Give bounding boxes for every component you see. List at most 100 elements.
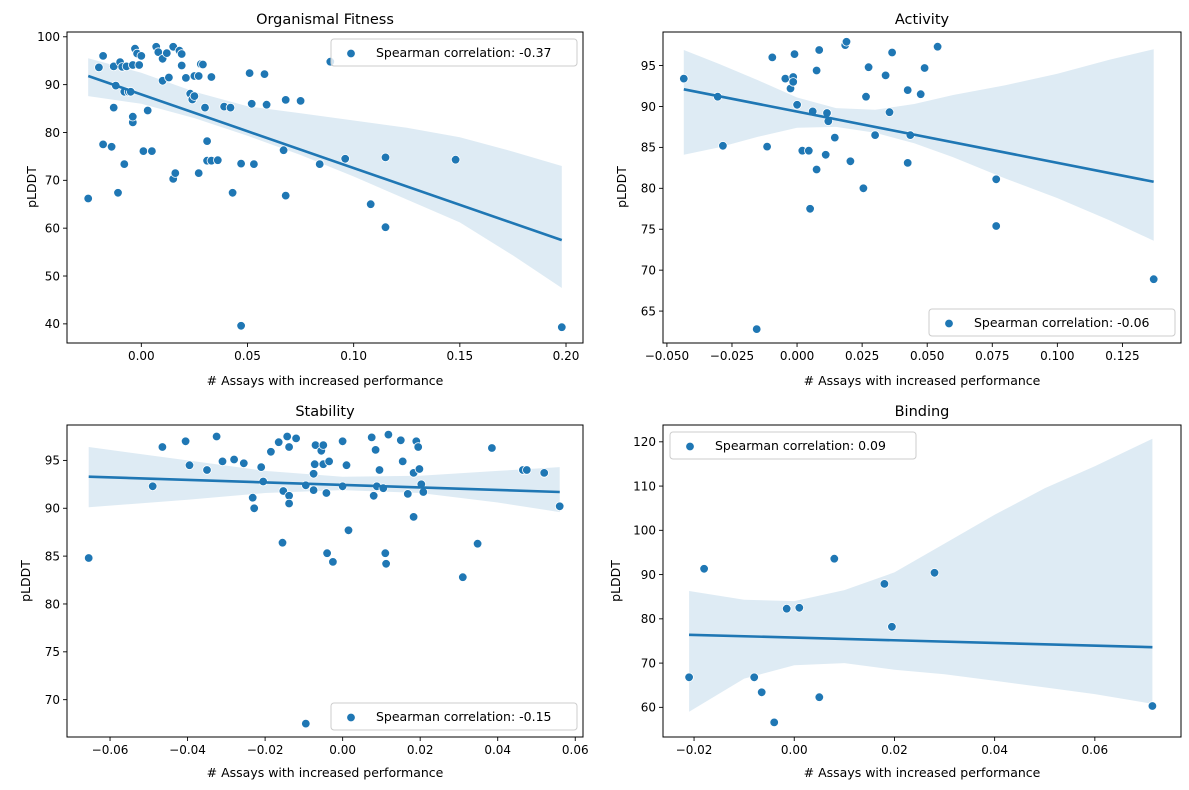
- x-axis-label: # Assays with increased performance: [207, 373, 444, 388]
- data-point: [310, 459, 320, 469]
- y-tick-label: 70: [641, 656, 656, 670]
- data-point: [277, 538, 288, 548]
- y-tick-label: 70: [45, 693, 60, 707]
- confidence-band: [689, 438, 1153, 712]
- data-point: [321, 488, 332, 498]
- y-tick-label: 60: [45, 221, 60, 235]
- legend-label: Spearman correlation: -0.37: [376, 45, 551, 60]
- data-point: [176, 49, 187, 59]
- legend-marker: [944, 318, 954, 329]
- y-axis-label: pLDDT: [608, 560, 623, 602]
- data-point: [788, 77, 798, 87]
- data-point: [916, 89, 926, 99]
- legend: Spearman correlation: -0.15: [330, 702, 578, 731]
- data-point: [239, 458, 249, 469]
- data-point: [261, 99, 272, 110]
- data-point: [522, 465, 532, 475]
- data-point: [164, 72, 174, 83]
- data-point: [794, 603, 805, 613]
- data-point: [340, 154, 350, 164]
- data-point: [189, 91, 200, 101]
- y-tick-label: 90: [641, 100, 656, 114]
- x-tick-label: 0.00: [128, 349, 155, 363]
- data-point: [811, 164, 822, 175]
- data-point: [83, 553, 94, 563]
- data-point: [301, 718, 311, 729]
- y-tick-label: 90: [45, 78, 60, 92]
- legend-box: [669, 431, 917, 460]
- legend-label: Spearman correlation: -0.06: [974, 315, 1150, 330]
- data-point: [259, 69, 270, 79]
- data-point: [903, 158, 913, 168]
- x-tick-label: 0.050: [910, 349, 944, 363]
- data-point: [861, 91, 871, 102]
- plot-area: [684, 438, 1158, 728]
- x-tick-label: 0.000: [780, 349, 814, 363]
- data-point: [932, 42, 943, 52]
- data-point: [134, 60, 144, 70]
- y-tick-label: 80: [45, 126, 60, 140]
- data-point: [217, 456, 228, 467]
- data-point: [557, 322, 567, 332]
- axes-frame: [662, 424, 1182, 738]
- data-point: [749, 672, 759, 683]
- x-tick-label: 0.02: [407, 743, 434, 757]
- legend-box: [928, 308, 1176, 337]
- y-tick-label: 60: [641, 701, 656, 715]
- y-axis-label: pLDDT: [24, 166, 39, 208]
- data-point: [128, 111, 138, 122]
- plot-area: [83, 42, 567, 332]
- data-point: [266, 447, 276, 457]
- plot-area: [83, 429, 565, 729]
- data-point: [138, 146, 149, 156]
- data-point: [830, 132, 840, 143]
- y-tick-label: 70: [45, 174, 60, 188]
- legend-box: [330, 38, 578, 67]
- subplot-stability: Stability # Assays with increased perfor…: [18, 404, 589, 780]
- data-point: [308, 485, 319, 495]
- data-point: [380, 152, 391, 163]
- data-point: [83, 193, 93, 204]
- data-point: [324, 456, 334, 467]
- data-point: [278, 145, 289, 155]
- x-axis-label: # Assays with increased performance: [804, 765, 1041, 780]
- data-point: [880, 70, 891, 81]
- data-point: [284, 442, 294, 452]
- y-tick-label: 40: [45, 317, 60, 331]
- y-tick-label: 75: [45, 645, 60, 659]
- confidence-band: [88, 447, 560, 513]
- data-point: [229, 454, 239, 465]
- data-point: [213, 155, 223, 165]
- data-point: [396, 435, 406, 446]
- data-point: [684, 672, 694, 683]
- data-point: [343, 525, 354, 536]
- data-point: [198, 59, 208, 70]
- data-point: [281, 95, 291, 105]
- data-point: [757, 687, 767, 698]
- legend: Spearman correlation: -0.06: [928, 308, 1176, 337]
- data-point: [769, 717, 779, 728]
- y-tick-label: 95: [641, 59, 656, 73]
- data-point: [202, 465, 212, 475]
- data-point: [170, 168, 181, 178]
- data-point: [767, 52, 778, 63]
- y-tick-label: 90: [45, 502, 60, 516]
- data-point: [274, 437, 284, 447]
- data-point: [699, 564, 709, 574]
- data-point: [318, 440, 329, 450]
- x-tick-label: 0.10: [340, 349, 367, 363]
- data-point: [879, 579, 890, 589]
- x-tick-label: 0.20: [553, 349, 580, 363]
- data-point: [374, 465, 385, 475]
- subplot-title: Activity: [895, 12, 950, 28]
- data-point: [367, 432, 377, 443]
- y-tick-label: 90: [641, 568, 656, 582]
- x-tick-label: −0.050: [645, 349, 689, 363]
- subplot-title: Binding: [895, 404, 950, 420]
- data-point: [108, 102, 119, 113]
- x-tick-label: −0.02: [247, 743, 284, 757]
- data-point: [337, 436, 348, 447]
- x-tick-label: 0.00: [329, 743, 356, 757]
- x-tick-label: 0.025: [845, 349, 879, 363]
